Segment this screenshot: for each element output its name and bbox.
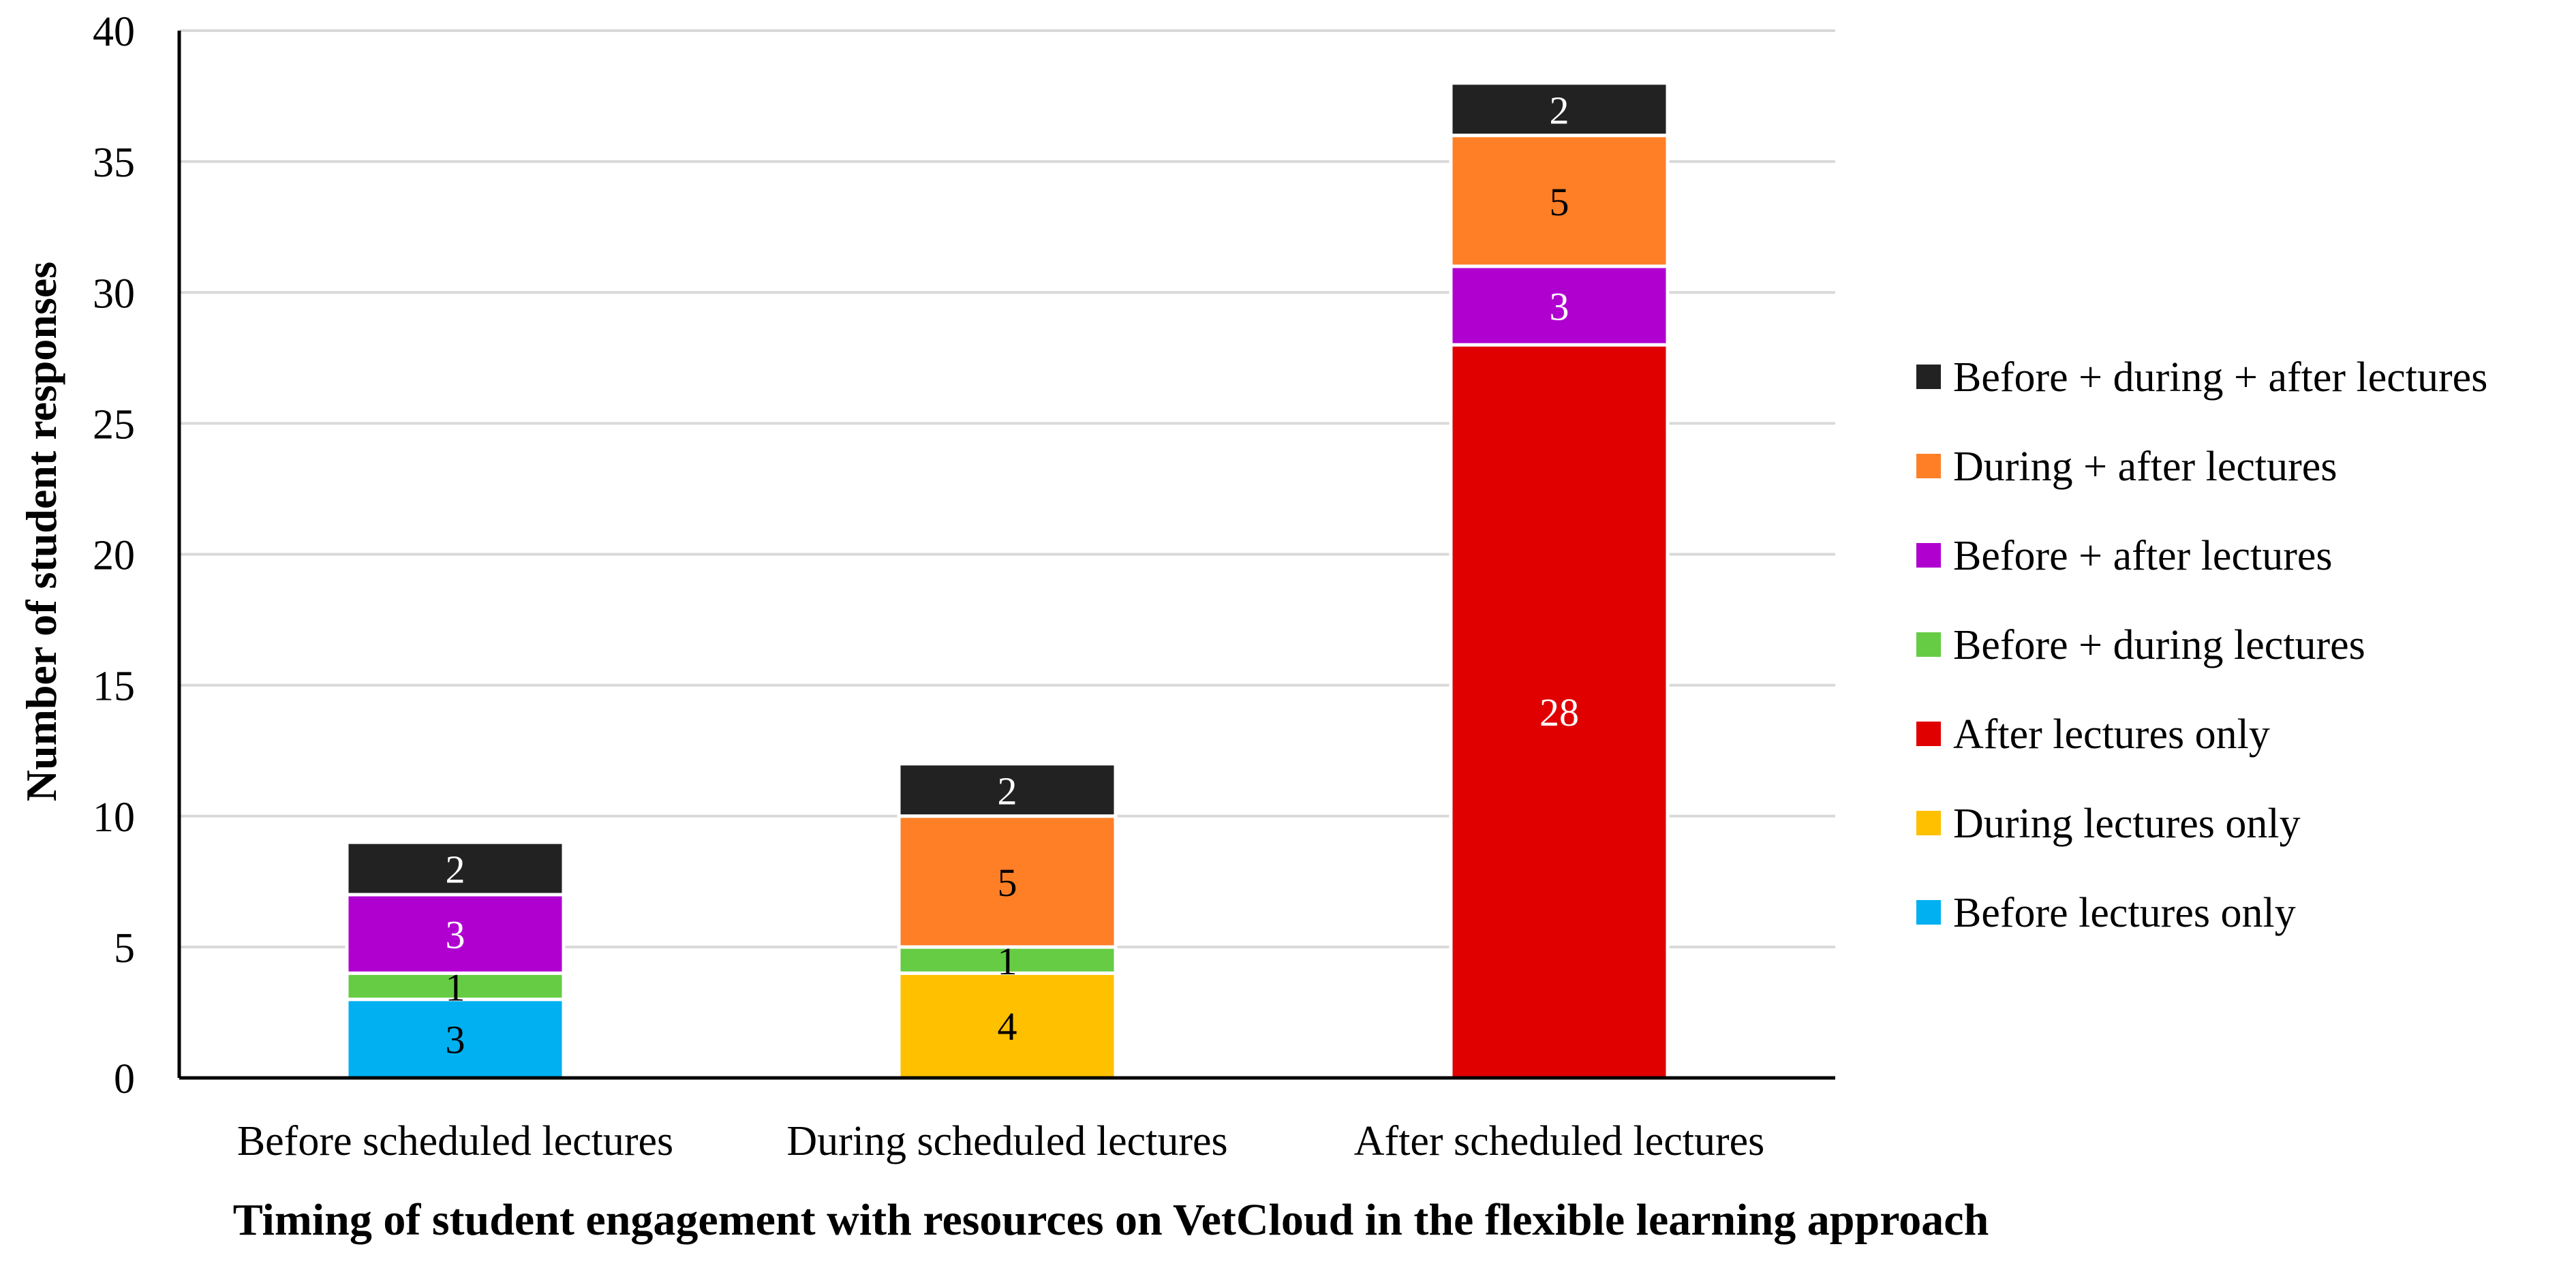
legend-swatch	[1916, 900, 1941, 925]
y-tick-label: 35	[93, 140, 135, 186]
legend-item: Before lectures only	[1916, 890, 2296, 936]
data-label: 3	[1550, 284, 1569, 328]
y-tick-label: 30	[93, 270, 135, 317]
y-axis-ticks: 0 5 10 15 20 25 30 35 40	[93, 9, 135, 1102]
data-label: 2	[446, 848, 465, 892]
legend-swatch	[1916, 722, 1941, 746]
legend-swatch	[1916, 365, 1941, 389]
legend-item: Before + during + after lectures	[1916, 354, 2487, 401]
legend-item: Before + after lectures	[1916, 533, 2333, 579]
y-tick-label: 10	[93, 794, 135, 841]
bar-segment	[897, 762, 1118, 818]
legend-item: Before + during lectures	[1916, 622, 2365, 668]
data-label: 4	[998, 1004, 1017, 1049]
y-tick-label: 0	[114, 1056, 135, 1102]
bar-segment	[897, 971, 1118, 1080]
bar-segment	[1449, 134, 1670, 268]
data-label: 3	[446, 1017, 465, 1062]
legend-swatch	[1916, 632, 1941, 657]
legend-label: Before lectures only	[1953, 890, 2296, 936]
x-tick-label: Before scheduled lectures	[237, 1118, 673, 1164]
x-axis-label: Timing of student engagement with resour…	[233, 1195, 1989, 1245]
y-tick-label: 5	[114, 925, 135, 972]
bar-segment	[345, 840, 566, 897]
y-tick-label: 40	[93, 9, 135, 55]
x-tick-label: After scheduled lectures	[1354, 1118, 1765, 1164]
legend-label: Before + during lectures	[1953, 622, 2365, 668]
data-label: 3	[446, 913, 465, 957]
gridlines	[179, 29, 1835, 948]
x-tick-label: During scheduled lectures	[786, 1118, 1227, 1164]
legend-label: Before + after lectures	[1953, 533, 2333, 579]
axes	[177, 31, 1835, 1080]
y-tick-label: 20	[93, 533, 135, 579]
legend-swatch	[1916, 454, 1941, 478]
bar-segment	[345, 893, 566, 975]
bar-segment	[1449, 81, 1670, 138]
legend: Before + during + after lectures During +…	[1916, 354, 2487, 936]
legend-label: Before + during + after lectures	[1953, 354, 2487, 401]
y-axis-label: Number of student responses	[17, 262, 65, 801]
legend-item: During + after lectures	[1916, 444, 2337, 490]
x-axis-ticks: Before scheduled lectures During schedule…	[237, 1118, 1764, 1164]
data-label: 2	[998, 769, 1017, 813]
y-tick-label: 15	[93, 664, 135, 710]
data-label: 28	[1539, 690, 1579, 734]
legend-label: During lectures only	[1953, 801, 2301, 847]
bar-segment	[345, 998, 566, 1080]
legend-item: After lectures only	[1916, 711, 2270, 758]
legend-label: During + after lectures	[1953, 444, 2337, 490]
bar-segment	[1449, 264, 1670, 347]
legend-label: After lectures only	[1953, 711, 2270, 758]
bar-segment	[897, 814, 1118, 949]
y-tick-label: 25	[93, 401, 135, 448]
bar-segment	[1449, 343, 1670, 1080]
legend-swatch	[1916, 811, 1941, 835]
data-label: 5	[998, 861, 1017, 905]
legend-item: During lectures only	[1916, 801, 2301, 847]
data-label: 5	[1550, 180, 1569, 224]
legend-swatch	[1916, 543, 1941, 568]
data-label: 2	[1550, 88, 1569, 132]
